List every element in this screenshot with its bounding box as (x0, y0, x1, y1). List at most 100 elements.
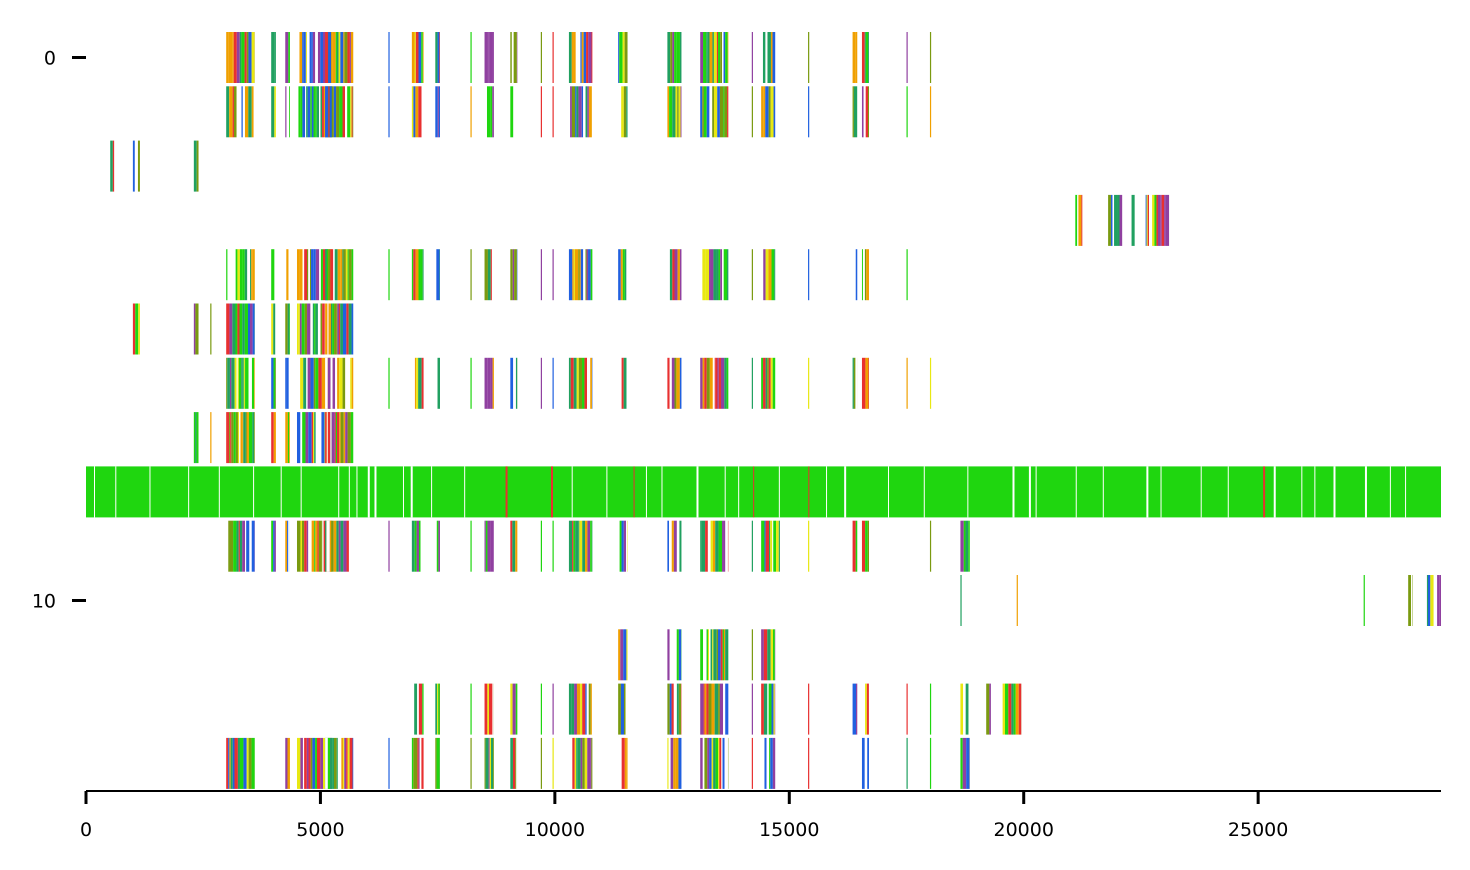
segment-stripe (300, 86, 303, 138)
segment-stripe (591, 32, 593, 83)
segment-stripe (712, 357, 715, 409)
segment-stripe (868, 683, 869, 735)
row-9 (226, 520, 970, 572)
segment-stripe (587, 737, 591, 789)
row-8 (86, 466, 1441, 518)
segment-stripe (322, 249, 326, 301)
segment-stripe (715, 357, 718, 409)
segment-stripe (713, 249, 717, 301)
segment-stripe (703, 629, 707, 681)
segment-stripe (484, 86, 487, 138)
segment-stripe (348, 520, 352, 572)
segment-stripe (311, 520, 315, 572)
segment-stripe (252, 303, 255, 355)
segment-stripe (568, 357, 571, 409)
segment-stripe (233, 520, 237, 572)
x-tick-label: 25000 (1228, 819, 1288, 841)
segment-line (552, 737, 554, 789)
segment-stripe (340, 412, 344, 464)
segment-stripe (252, 412, 255, 464)
segment-stripe (248, 412, 253, 464)
segment-stripe (305, 412, 309, 464)
segment-stripe (233, 32, 237, 83)
segment-stripe (584, 357, 588, 409)
segment-stripe (490, 520, 494, 572)
segment-stripe (439, 32, 440, 83)
segment-stripe (331, 520, 334, 572)
segment-stripe (228, 737, 230, 789)
segment-stripe (236, 86, 239, 138)
segment-stripe (712, 86, 714, 138)
segment-stripe (570, 357, 574, 409)
segment-stripe (588, 32, 592, 83)
segment-stripe (311, 249, 314, 301)
segment-stripe (1437, 575, 1440, 626)
segment-line (540, 249, 542, 301)
segment-stripe (865, 357, 869, 409)
segment-stripe (312, 303, 315, 355)
segment-stripe (718, 737, 720, 789)
segment-stripe (232, 303, 236, 355)
segment-stripe (1013, 683, 1016, 735)
segment-gap (356, 466, 358, 518)
segment-stripe (510, 357, 514, 409)
segment-gap (1364, 466, 1367, 518)
segment-stripe (722, 520, 724, 572)
segment-stripe (229, 357, 232, 409)
segment-line (552, 683, 554, 735)
segment-stripe (236, 520, 239, 572)
segment-stripe (489, 737, 492, 789)
segment-stripe (671, 357, 675, 409)
segment-stripe (311, 303, 313, 355)
segment-stripe (723, 520, 726, 572)
segment-stripe (706, 683, 709, 735)
segment-stripe (720, 629, 723, 681)
segment-stripe (575, 520, 579, 572)
segment-stripe (304, 520, 307, 572)
segment-stripe (582, 357, 585, 409)
segment-stripe (316, 86, 320, 138)
segment-stripe (578, 249, 580, 301)
segment-stripe (248, 737, 252, 789)
segment-gap (1405, 466, 1407, 518)
segment-stripe (289, 86, 290, 138)
segment-stripe (516, 737, 518, 789)
segment-stripe (714, 683, 719, 735)
segment-line (388, 32, 390, 83)
segment-stripe (720, 249, 723, 301)
segment-stripe (315, 86, 317, 138)
segment-stripe (621, 520, 624, 572)
segment-line (808, 32, 810, 83)
segment-stripe (308, 412, 312, 464)
segment-stripe (135, 303, 139, 355)
segment-stripe (339, 357, 343, 409)
segment-stripe (314, 303, 316, 355)
segment-stripe (287, 412, 290, 464)
segment-stripe (491, 737, 494, 789)
segment-stripe (344, 32, 348, 83)
segment-stripe (700, 737, 703, 789)
segment-stripe (853, 357, 856, 409)
segment-stripe (300, 737, 303, 789)
segment-stripe (306, 520, 309, 572)
segment-stripe (700, 520, 702, 572)
segment-stripe (416, 357, 419, 409)
segment-stripe (350, 86, 352, 138)
segment-stripe (274, 520, 276, 572)
segment-stripe (626, 737, 628, 789)
segment-line (929, 86, 932, 138)
segment-stripe (304, 249, 308, 301)
segment-stripe (591, 520, 593, 572)
segment-gap (1075, 466, 1077, 518)
segment-stripe (229, 303, 233, 355)
segment-stripe (764, 737, 767, 789)
segment-stripe (418, 737, 420, 789)
segment-stripe (585, 249, 587, 301)
segment-stripe (418, 520, 421, 572)
segment-stripe (568, 249, 573, 301)
segment-stripe (336, 86, 340, 138)
segment-stripe (1165, 194, 1170, 246)
segment-stripe (232, 86, 234, 138)
y-tick-label: 0 (44, 48, 56, 70)
segment-stripe (436, 249, 440, 301)
